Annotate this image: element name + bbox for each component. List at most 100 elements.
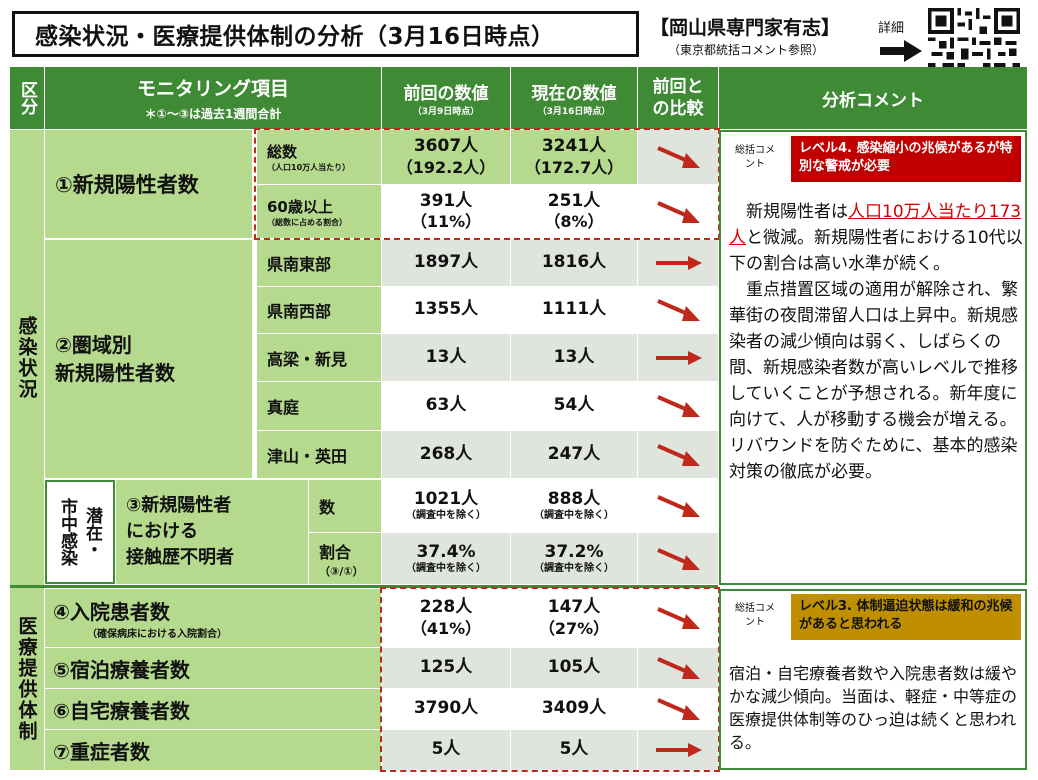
row3-side: 市中感染 潜在・	[45, 480, 115, 584]
row1-label: ①新規陽性者数	[45, 130, 252, 238]
row6-label: ⑥自宅療養者数	[45, 689, 381, 729]
header-curr-title: 現在の数値	[531, 84, 617, 104]
infection-comment-post: と微減。新規陽性者における10代以下の割合は高い水準が続く。	[729, 228, 1023, 274]
row3b-compare	[638, 533, 718, 584]
region-name: 県南西部	[257, 287, 381, 333]
row1a-prev-value: 3607人	[413, 136, 479, 157]
down-arrow-icon	[657, 395, 700, 417]
flat-arrow-icon	[656, 743, 702, 757]
row6-prev: 3790人	[382, 689, 510, 729]
region-prev: 13人	[382, 334, 510, 381]
row3b-prev-value: 37.4%	[416, 541, 476, 562]
header-analysis: 分析コメント	[719, 67, 1027, 129]
section-infection-label: 感染状況	[10, 130, 44, 585]
region-prev: 1355人	[382, 287, 510, 333]
row1a-sub-note: （人口10万人当たり）	[267, 163, 351, 172]
row3b-curr-note: （調査中を除く）	[534, 562, 614, 574]
region-prev: 1897人	[382, 240, 510, 286]
row3a-compare	[638, 480, 718, 532]
row7-label: ⑦重症者数	[45, 730, 381, 770]
row3a-sub: 数	[309, 480, 381, 532]
row3a-prev: 1021人 （調査中を除く）	[382, 480, 510, 532]
row1b-sub-title: 60歳以上	[267, 197, 333, 216]
down-arrow-icon	[657, 698, 700, 720]
row5-compare	[638, 648, 718, 688]
row1b-prev: 391人 （11%）	[382, 185, 510, 238]
region-curr: 1111人	[511, 287, 637, 333]
row7-compare	[638, 730, 718, 770]
infection-level-badge: レベル4. 感染縮小の兆候があるが特別な警戒が必要	[791, 136, 1021, 182]
row3b-sub: 割合 （③/①）	[309, 533, 381, 584]
page-title: 感染状況・医療提供体制の分析（3月16日時点）	[12, 11, 639, 57]
row5-label: ⑤宿泊療養者数	[45, 648, 381, 688]
row1b-compare	[638, 185, 718, 238]
arrow-right-icon	[880, 40, 922, 62]
row4-label: ④入院患者数 （確保病床における入院割合）	[45, 589, 381, 647]
row2-label-2: 新規陽性者数	[55, 361, 175, 385]
row1a-sub: 総数 （人口10万人当たり）	[257, 130, 381, 184]
medical-summary-label: 総括コメント	[735, 603, 775, 628]
row1a-prev: 3607人 （192.2人）	[382, 130, 510, 184]
infection-comment-highlight: 人口10万人当たり173人	[729, 202, 1022, 248]
row3-side-a: 市中感染	[57, 498, 77, 566]
medical-comment: 宿泊・自宅療養者数や入院患者数は緩やかな減少傾向。当面は、軽症・中等症の医療提供…	[729, 664, 1018, 752]
row3b-sub-title: 割合	[319, 542, 352, 562]
region-compare	[638, 334, 718, 381]
row1b-curr: 251人 （8%）	[511, 185, 637, 238]
row1a-curr-paren: （172.7人）	[524, 157, 624, 177]
row4-curr: 147人 （27%）	[511, 589, 637, 647]
row5-curr: 105人	[511, 648, 637, 688]
row1b-curr-paren: （8%）	[544, 212, 604, 232]
row3a-curr-note: （調査中を除く）	[534, 510, 614, 522]
org-name: 【岡山県専門家有志】	[650, 17, 841, 39]
row3b-prev: 37.4% （調査中を除く）	[382, 533, 510, 584]
row4-curr-value: 147人	[547, 597, 601, 618]
row4-label-note: （確保病床における入院割合）	[87, 629, 227, 640]
region-name: 津山・英田	[257, 431, 381, 478]
row7-curr: 5人	[511, 730, 637, 770]
down-arrow-icon	[657, 443, 700, 466]
region-name: 真庭	[257, 382, 381, 430]
header-prev-date: （3月9日時点）	[412, 107, 480, 117]
row1b-sub-note: （総数に占める割合）	[267, 217, 347, 227]
org-note: （東京都統括コメント参照）	[668, 43, 825, 57]
row4-label-title: ④入院患者数	[53, 600, 170, 624]
region-curr: 13人	[511, 334, 637, 381]
row3b-sub-note: （③/①）	[319, 564, 364, 578]
down-arrow-icon	[657, 146, 700, 168]
row3-label: ③新規陽性者 における 接触歴不明者	[116, 480, 308, 584]
header-curr-date: （3月16日時点）	[537, 107, 611, 117]
row1b-prev-paren: （11%）	[410, 212, 482, 232]
header-compare: 前回との比較	[638, 67, 718, 129]
section-divider	[10, 585, 718, 588]
row1a-compare	[638, 130, 718, 184]
row2-label-1: ②圏域別	[55, 333, 132, 357]
region-curr: 54人	[511, 382, 637, 430]
row3-label-3: 接触歴不明者	[126, 547, 234, 568]
infection-comment-2: 重点措置区域の適用が解除され、繁華街の夜間滞留人口は上昇中。新規感染者の減少傾向…	[729, 280, 1019, 482]
region-curr: 247人	[511, 431, 637, 478]
row3b-prev-note: （調査中を除く）	[406, 562, 486, 574]
row7-prev: 5人	[382, 730, 510, 770]
section-medical-label: 医療提供体制	[10, 588, 44, 770]
region-name: 高梁・新見	[257, 334, 381, 381]
flat-arrow-icon	[656, 256, 702, 270]
down-arrow-icon	[657, 200, 700, 223]
header-monitoring-note: ＊①～③は過去1週間合計	[144, 107, 282, 121]
down-arrow-icon	[657, 495, 700, 517]
row3-label-2: における	[126, 521, 198, 542]
row1b-curr-value: 251人	[547, 190, 601, 211]
region-compare	[638, 240, 718, 286]
row5-prev: 125人	[382, 648, 510, 688]
infection-comment: 新規陽性者は人口10万人当たり173人と微減。新規陽性者における10代以下の割合…	[729, 199, 1023, 485]
row1b-prev-value: 391人	[419, 190, 473, 211]
row4-prev-value: 228人	[419, 597, 473, 618]
down-arrow-icon	[657, 547, 700, 570]
detail-label[interactable]: 詳細	[878, 21, 905, 36]
down-arrow-icon	[657, 607, 700, 629]
medical-level-badge: レベル3. 体制逼迫状態は緩和の兆候があると思われる	[791, 594, 1021, 640]
region-compare	[638, 287, 718, 333]
flat-arrow-icon	[656, 350, 702, 365]
row3b-curr-value: 37.2%	[544, 541, 604, 562]
header-prev-title: 前回の数値	[403, 84, 489, 104]
